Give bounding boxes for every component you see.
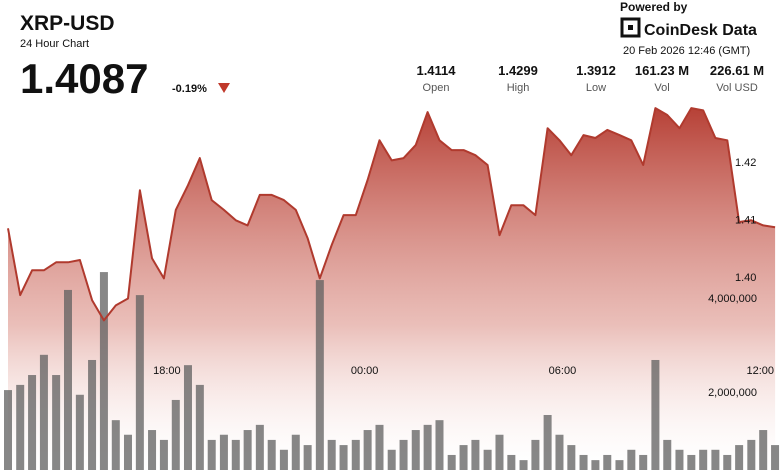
volume-bar	[651, 359, 660, 470]
volume-bar	[411, 430, 420, 470]
volume-bar	[327, 439, 336, 470]
volume-bar	[471, 439, 480, 470]
symbol: XRP-USD	[20, 12, 115, 35]
x-tick-label: 12:00	[746, 365, 774, 377]
stat-label: Vol USD	[716, 82, 758, 94]
volume-bar	[267, 439, 276, 470]
volume-bar	[675, 449, 684, 470]
volume-bar	[123, 434, 132, 470]
volume-bar	[591, 460, 600, 470]
volume-bar	[603, 454, 612, 470]
volume-bar	[435, 420, 444, 470]
x-tick-label: 06:00	[549, 365, 577, 377]
stat-value: 1.4299	[498, 63, 538, 78]
volume-bar	[111, 420, 120, 470]
volume-bar	[279, 449, 288, 470]
change: -0.19%	[172, 83, 207, 95]
volume-bar	[639, 454, 648, 470]
volume-bar	[243, 430, 252, 470]
volume-bar	[711, 449, 720, 470]
volume-bar	[687, 454, 696, 470]
x-tick-label: 00:00	[351, 365, 379, 377]
volume-bar	[255, 424, 264, 470]
price-line	[7, 107, 776, 322]
volume-bar	[39, 354, 48, 470]
volume-bar	[99, 272, 108, 470]
y-tick-label: 1.41	[735, 215, 756, 227]
stat-label: Low	[586, 82, 606, 94]
volume-bar	[291, 434, 300, 470]
volume-bar	[507, 454, 516, 470]
volume-bar	[195, 384, 204, 470]
volume-bar	[171, 399, 180, 470]
volume-bar	[363, 430, 372, 470]
volume-bar	[387, 449, 396, 470]
volume-bar	[135, 295, 144, 470]
volume-bar	[759, 430, 768, 470]
volume-bar	[52, 375, 61, 470]
stat-value: 161.23 M	[635, 63, 689, 78]
stat-value: 1.4114	[416, 63, 456, 78]
volume-bar	[579, 454, 588, 470]
volume-bar	[567, 445, 576, 470]
volume-bar	[555, 434, 564, 470]
stat-value: 226.61 M	[710, 63, 764, 78]
brand-logo	[620, 17, 641, 38]
volume-bar	[183, 365, 192, 470]
y2-tick-label: 4,000,000	[708, 293, 757, 305]
volume-bar	[459, 445, 468, 470]
subtitle: 24 Hour Chart	[20, 38, 89, 50]
powered-by: Powered by	[620, 0, 688, 14]
volume-bar	[148, 430, 157, 470]
x-tick-label: 18:00	[153, 365, 181, 377]
down-arrow	[218, 83, 230, 93]
volume-bar	[699, 449, 708, 470]
volume-bar	[219, 434, 228, 470]
stat-label: Vol	[654, 82, 669, 94]
volume-bar	[351, 439, 360, 470]
price-area	[8, 108, 776, 470]
volume-bar	[735, 445, 744, 470]
volume-bar	[75, 394, 84, 470]
volume-bar	[495, 434, 504, 470]
price: 1.4087	[20, 55, 148, 102]
volume-bar	[531, 439, 540, 470]
stat-label: Open	[423, 82, 450, 94]
stat-value: 1.3912	[576, 63, 616, 78]
volume-bar	[375, 424, 384, 470]
volume-bar	[543, 414, 552, 470]
volume-bar	[483, 449, 492, 470]
volume-bar	[88, 359, 97, 470]
volume-bar	[16, 384, 25, 470]
y-tick-label: 1.40	[735, 272, 756, 284]
stats: 1.4114 Open 1.4299 High 1.3912 Low 161.23 M Vol…	[416, 63, 764, 94]
volume-bar	[207, 439, 216, 470]
y-tick-label: 1.42	[735, 157, 756, 169]
stat-label: High	[507, 82, 530, 94]
volume-bar	[28, 375, 37, 470]
timestamp: 20 Feb 2026 12:46 (GMT)	[623, 45, 750, 57]
volume-bar	[627, 449, 636, 470]
volume-bar	[303, 445, 312, 470]
volume-bar	[4, 390, 12, 470]
volume-bar	[447, 454, 456, 470]
y2-tick-label: 2,000,000	[708, 387, 757, 399]
brand: CoinDesk Data	[644, 22, 757, 39]
volume-bar	[519, 460, 528, 470]
volume-bar	[339, 445, 348, 470]
volume-bar	[615, 460, 624, 470]
volume-bar	[63, 289, 72, 470]
volume-bar	[747, 439, 756, 470]
volume-bar	[399, 439, 408, 470]
plot-area: 18:00 00:00 06:00 12:00 1.40 1.41 1.42 2,000,00…	[4, 107, 780, 470]
volume-bar	[315, 280, 324, 470]
volume-bar	[423, 424, 432, 470]
volume-bar	[231, 439, 240, 470]
volume-bar	[663, 439, 672, 470]
volume-bar	[771, 445, 780, 470]
volume-bar	[723, 454, 732, 470]
volume-bar	[159, 439, 168, 470]
